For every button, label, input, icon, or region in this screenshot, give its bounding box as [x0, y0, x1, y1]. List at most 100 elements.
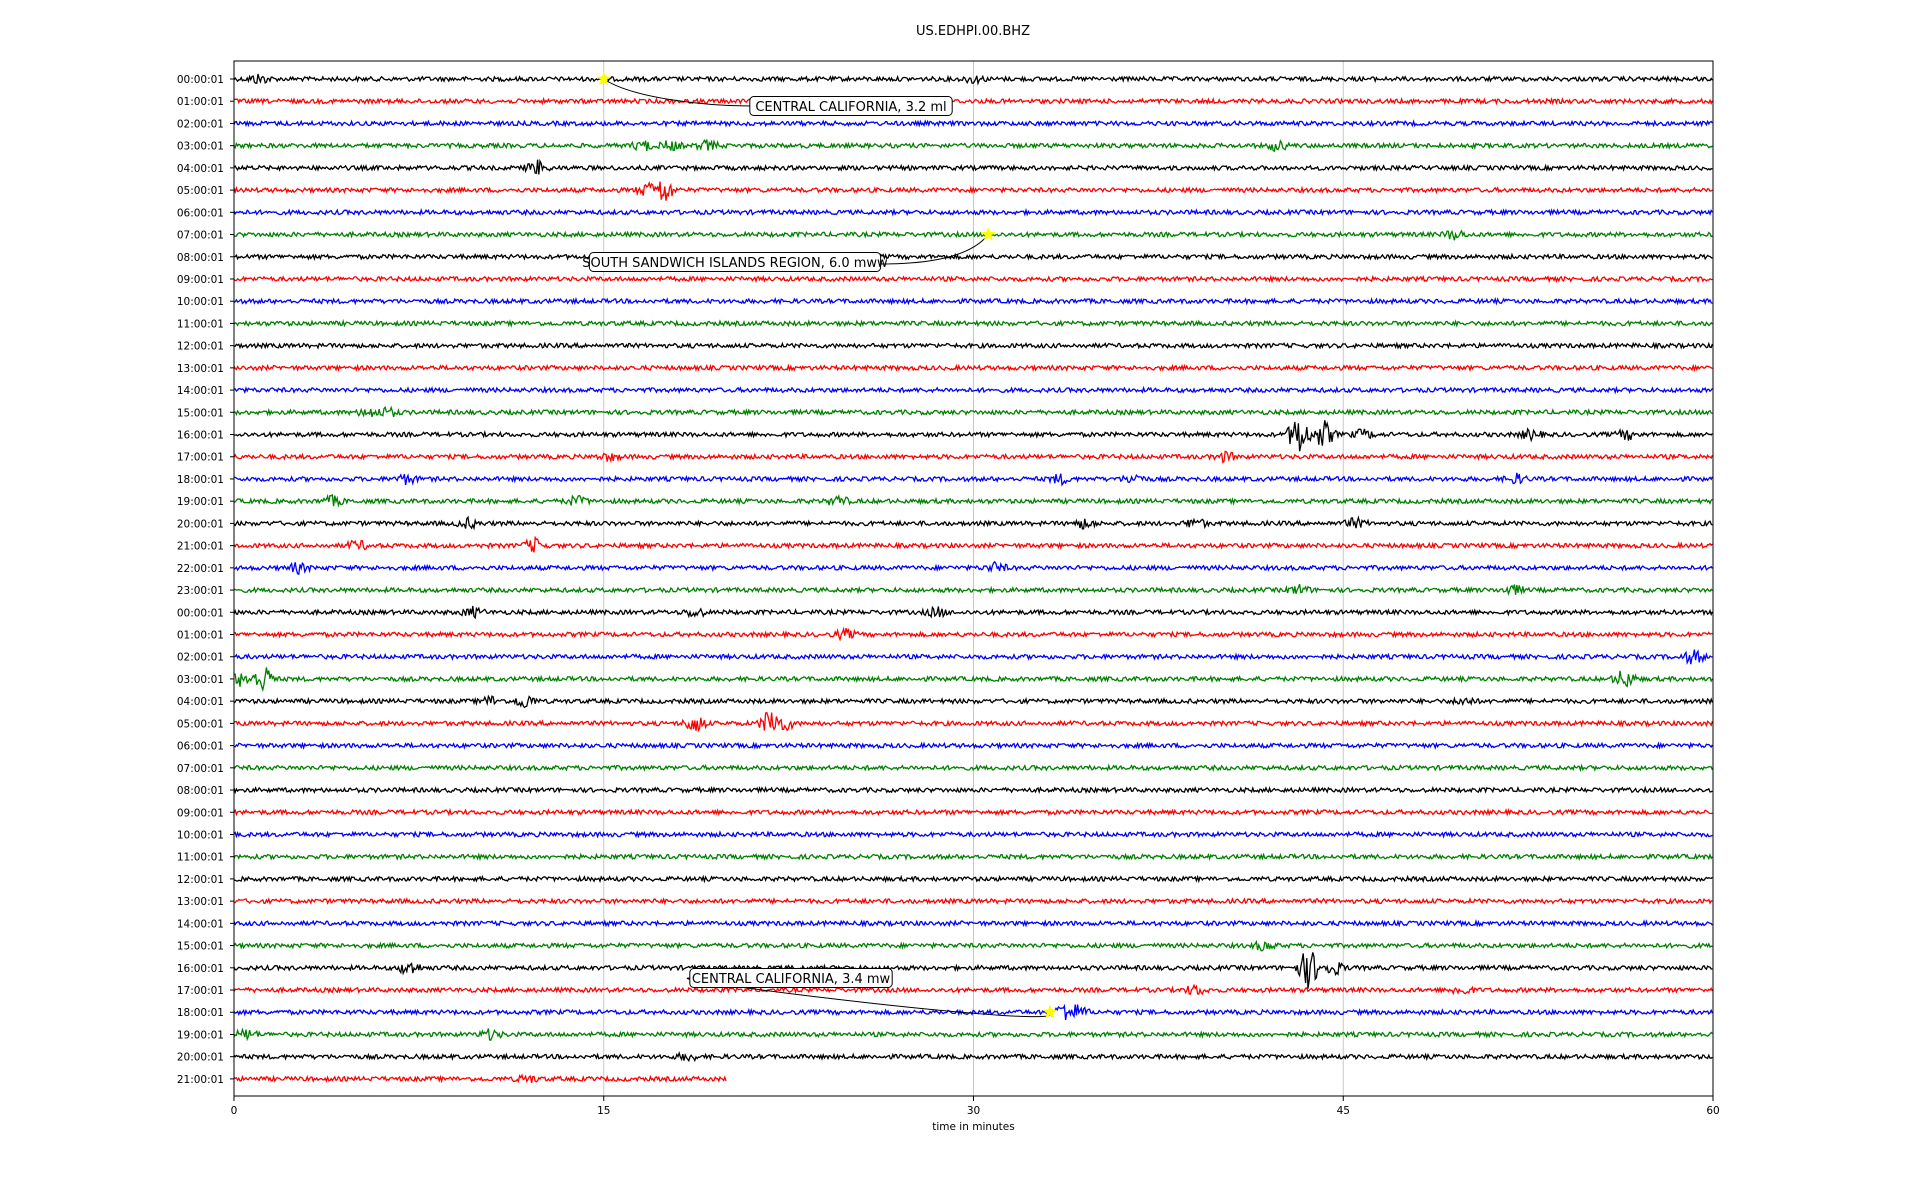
event-star-marker	[596, 71, 612, 86]
row-time-label: 13:00:01	[177, 363, 224, 375]
trace-row	[233, 319, 1713, 328]
row-time-label: 20:00:01	[177, 518, 224, 530]
trace-row	[234, 420, 1713, 452]
seismic-traces	[233, 73, 1714, 1084]
trace-row	[233, 874, 1713, 884]
annotation-label: CENTRAL CALIFORNIA, 3.2 ml	[755, 100, 946, 115]
trace-row	[233, 785, 1713, 795]
row-time-label: 19:00:01	[177, 496, 224, 508]
trace-row	[233, 560, 1713, 575]
annotation-connector	[603, 78, 750, 107]
row-time-label: 08:00:01	[177, 785, 224, 797]
row-time-label: 07:00:01	[177, 763, 224, 775]
trace-row	[233, 405, 1713, 418]
row-time-label: 22:00:01	[177, 563, 224, 575]
x-axis-label: time in minutes	[932, 1121, 1014, 1133]
row-time-label: 01:00:01	[177, 96, 224, 108]
event-annotations: CENTRAL CALIFORNIA, 3.2 ml SOUTH SANDWICH…	[582, 71, 1058, 1019]
trace-row	[233, 939, 1713, 952]
trace-row	[233, 763, 1714, 773]
trace-row	[233, 1050, 1713, 1063]
row-time-label: 21:00:01	[177, 541, 224, 553]
x-tick-label: 30	[967, 1105, 980, 1117]
trace-row	[233, 583, 1713, 596]
annotation-box	[749, 96, 953, 116]
annotation-connector	[880, 234, 989, 265]
trace-row	[234, 252, 1713, 262]
trace-row	[233, 274, 1713, 284]
trace-row	[233, 73, 1713, 86]
row-time-label: 05:00:01	[177, 718, 224, 730]
row-time-label: 06:00:01	[177, 207, 224, 219]
trace-row	[233, 983, 1713, 996]
trace-row	[233, 535, 1713, 553]
trace-row	[233, 896, 1713, 906]
trace-row	[233, 852, 1713, 862]
row-time-label: 23:00:01	[177, 585, 224, 597]
trace-row	[233, 229, 1713, 241]
trace-row	[233, 207, 1713, 217]
event-star-marker	[1042, 1004, 1058, 1019]
row-time-label: 03:00:01	[177, 141, 224, 153]
trace-row	[233, 649, 1713, 666]
row-time-label: 04:00:01	[177, 696, 224, 708]
trace-row	[233, 1003, 1714, 1021]
grid-lines	[603, 61, 1344, 1096]
row-time-label: 16:00:01	[177, 963, 224, 975]
annotation-box	[588, 252, 882, 272]
row-time-label: 02:00:01	[177, 118, 224, 130]
event-star-marker	[980, 226, 996, 241]
row-time-label: 05:00:01	[177, 185, 224, 197]
trace-row	[233, 626, 1713, 642]
x-tick-label: 45	[1337, 1105, 1350, 1117]
trace-row	[233, 515, 1713, 531]
row-time-label: 08:00:01	[177, 252, 224, 264]
trace-row	[233, 472, 1713, 487]
trace-row	[233, 158, 1713, 175]
row-time-label: 15:00:01	[177, 407, 224, 419]
trace-row	[233, 952, 1713, 989]
trace-row	[233, 807, 1713, 817]
trace-row	[233, 711, 1714, 733]
trace-row	[234, 667, 1713, 693]
trace-row	[233, 181, 1713, 201]
trace-row	[233, 741, 1713, 751]
trace-row	[233, 1027, 1713, 1042]
trace-row	[233, 119, 1713, 128]
row-time-label: 12:00:01	[177, 874, 224, 886]
row-time-label: 00:00:01	[177, 607, 224, 619]
row-time-label: 18:00:01	[177, 474, 224, 486]
row-time-label: 10:00:01	[177, 829, 224, 841]
trace-row	[233, 139, 1713, 153]
row-time-label: 00:00:01	[177, 74, 224, 86]
trace-row	[233, 296, 1713, 306]
annotation-box	[689, 968, 893, 988]
annotation-label: CENTRAL CALIFORNIA, 3.4 mw	[692, 972, 891, 987]
annotation-label: SOUTH SANDWICH ISLANDS REGION, 6.0 mww	[582, 256, 888, 271]
row-time-label: 19:00:01	[177, 1029, 224, 1041]
row-time-label: 18:00:01	[177, 1007, 224, 1019]
row-time-label: 11:00:01	[177, 852, 224, 864]
row-time-label: 21:00:01	[177, 1074, 224, 1086]
trace-row	[233, 493, 1713, 508]
row-time-label: 13:00:01	[177, 896, 224, 908]
row-time-label: 01:00:01	[177, 630, 224, 642]
row-time-label: 20:00:01	[177, 1052, 224, 1064]
x-tick-label: 60	[1706, 1105, 1719, 1117]
trace-row	[233, 605, 1713, 620]
trace-row	[233, 363, 1713, 373]
row-time-label: 17:00:01	[177, 985, 224, 997]
row-time-label: 17:00:01	[177, 452, 224, 464]
trace-row	[233, 96, 1713, 106]
row-time-label: 12:00:01	[177, 341, 224, 353]
x-tick-label: 15	[597, 1105, 610, 1117]
trace-row	[233, 919, 1713, 928]
row-time-label: 14:00:01	[177, 385, 224, 397]
row-time-label: 06:00:01	[177, 741, 224, 753]
row-time-labels: 00:00:01 01:00:01 02:00:01 03:00:01 04:00:01…	[177, 74, 234, 1086]
trace-row	[233, 1073, 727, 1084]
row-time-label: 10:00:01	[177, 296, 224, 308]
x-tick-label: 0	[231, 1105, 238, 1117]
row-time-label: 16:00:01	[177, 430, 224, 442]
